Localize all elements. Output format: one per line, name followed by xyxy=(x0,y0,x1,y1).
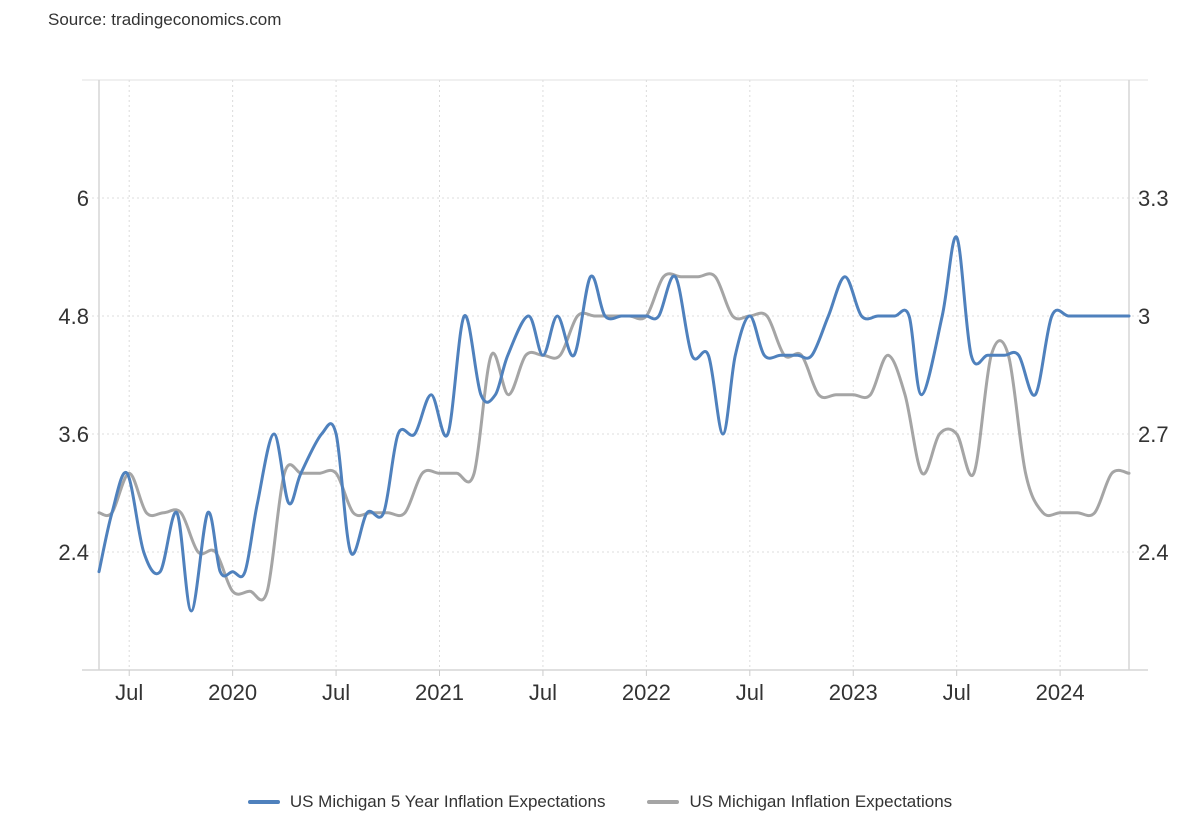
legend-swatch-5yr xyxy=(247,800,280,804)
x-tick-label-5: 2022 xyxy=(622,680,671,705)
series-line-1yr xyxy=(97,272,1131,602)
x-tick-label-1: 2020 xyxy=(208,680,257,705)
x-tick-label-0: Jul xyxy=(115,680,143,705)
x-tick-label-7: 2023 xyxy=(829,680,878,705)
series-line-5yr xyxy=(97,235,1131,613)
y-right-tick-label-3: 3.3 xyxy=(1138,186,1169,211)
legend-item-1yr[interactable]: US Michigan Inflation Expectations xyxy=(647,792,952,812)
y-left-tick-label-3: 6 xyxy=(77,186,89,211)
y-left-tick-label-0: 2.4 xyxy=(58,540,89,565)
series-lines xyxy=(97,235,1131,613)
legend-swatch-1yr xyxy=(647,800,680,804)
chart: 2.4 3.6 4.8 6 2.4 2.7 3 3.3 Jul 2020 Jul 2021 Jul 202… xyxy=(58,79,1169,705)
x-tick-label-6: Jul xyxy=(736,680,764,705)
y-right-tick-label-0: 2.4 xyxy=(1138,540,1169,565)
legend: US Michigan 5 Year Inflation Expectation… xyxy=(0,792,1200,812)
x-tick-label-9: 2024 xyxy=(1036,680,1085,705)
y-right-tick-label-2: 3 xyxy=(1138,304,1150,329)
x-tick-label-3: 2021 xyxy=(415,680,464,705)
x-tick-label-8: Jul xyxy=(943,680,971,705)
y-left-tick-label-2: 4.8 xyxy=(58,304,89,329)
source-label: Source: tradingeconomics.com xyxy=(48,10,282,29)
tick-labels: 2.4 3.6 4.8 6 2.4 2.7 3 3.3 Jul 2020 Jul 2021 Jul 202… xyxy=(58,186,1168,705)
x-tick-label-2: Jul xyxy=(322,680,350,705)
x-tick-label-4: Jul xyxy=(529,680,557,705)
legend-label-5yr: US Michigan 5 Year Inflation Expectation… xyxy=(289,792,606,811)
y-right-tick-label-1: 2.7 xyxy=(1138,422,1169,447)
y-left-tick-label-1: 3.6 xyxy=(58,422,89,447)
legend-item-5yr[interactable]: US Michigan 5 Year Inflation Expectation… xyxy=(247,792,606,812)
grid xyxy=(82,79,1148,670)
legend-label-1yr: US Michigan Inflation Expectations xyxy=(689,792,953,811)
